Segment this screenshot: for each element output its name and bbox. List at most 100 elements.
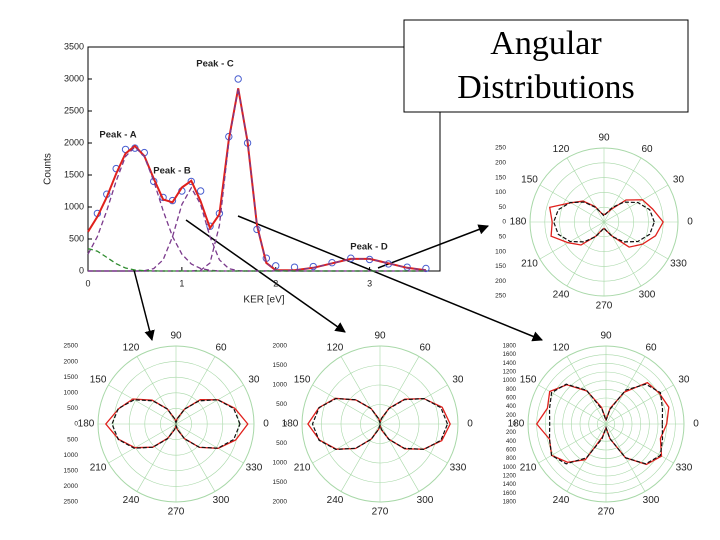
radial-tick-label: 200 bbox=[495, 278, 506, 285]
angle-tick-label: 30 bbox=[678, 375, 690, 386]
polar-chart: 0 50 50 100 100 150 150 200 200 250 250 0 30 60 90 120 1… bbox=[495, 133, 693, 312]
radial-tick-label: 1500 bbox=[64, 468, 79, 475]
angle-tick-label: 300 bbox=[417, 495, 434, 506]
angle-tick-label: 270 bbox=[168, 507, 185, 518]
angle-grid bbox=[136, 356, 177, 425]
radial-tick-label: 0 bbox=[502, 219, 506, 226]
radial-tick-label: 150 bbox=[495, 174, 506, 181]
data-point bbox=[159, 193, 167, 202]
arrow bbox=[133, 269, 155, 342]
radial-tick-label: 2000 bbox=[273, 499, 288, 506]
angle-tick-label: 90 bbox=[170, 331, 182, 342]
angle-tick-label: 330 bbox=[670, 259, 687, 270]
angle-tick-label: 240 bbox=[327, 495, 344, 506]
radial-tick-label: 0 bbox=[74, 421, 78, 428]
radial-tick-label: 200 bbox=[506, 430, 517, 436]
angle-tick-label: 270 bbox=[598, 507, 615, 518]
angle-grid bbox=[603, 184, 669, 223]
angle-tick-label: 180 bbox=[508, 419, 525, 430]
angle-tick-label: 30 bbox=[452, 375, 464, 386]
y-tick-label: 3000 bbox=[64, 73, 84, 83]
arrow bbox=[377, 224, 489, 269]
arrow bbox=[185, 219, 346, 333]
y-tick-label: 500 bbox=[69, 233, 84, 243]
angle-tick-label: 270 bbox=[372, 507, 389, 518]
radial-tick-label: 500 bbox=[67, 405, 78, 412]
x-tick-label: 2 bbox=[273, 278, 278, 288]
angle-tick-label: 60 bbox=[215, 342, 227, 353]
angle-grid bbox=[566, 221, 605, 287]
angle-grid bbox=[566, 157, 605, 223]
radial-tick-label: 1500 bbox=[64, 374, 79, 381]
radial-tick-label: 200 bbox=[495, 160, 506, 167]
radial-tick-label: 0 bbox=[283, 421, 287, 428]
radial-tick-label: 1400 bbox=[503, 361, 517, 367]
angle-grid bbox=[340, 423, 381, 492]
angle-tick-label: 210 bbox=[520, 463, 537, 474]
angle-tick-label: 30 bbox=[248, 375, 260, 386]
angle-tick-label: 0 bbox=[693, 419, 699, 430]
angle-tick-label: 90 bbox=[598, 133, 610, 144]
y-tick-label: 2000 bbox=[64, 137, 84, 147]
radial-tick-label: 1600 bbox=[503, 352, 517, 358]
polar-chart: 0200200400400600600800800100010001200120… bbox=[503, 331, 700, 518]
angle-tick-label: 120 bbox=[553, 144, 570, 155]
peak-label: Peak - A bbox=[99, 130, 136, 141]
data-point bbox=[422, 264, 430, 273]
radial-tick-label: 600 bbox=[506, 448, 517, 454]
radial-tick-label: 1600 bbox=[503, 491, 517, 497]
x-tick-label: 1 bbox=[179, 278, 184, 288]
angle-grid bbox=[539, 184, 605, 223]
radial-tick-label: 250 bbox=[495, 293, 506, 300]
angle-tick-label: 150 bbox=[521, 175, 538, 186]
fit-curve bbox=[548, 383, 664, 465]
angle-grid bbox=[175, 384, 244, 425]
angle-tick-label: 60 bbox=[641, 144, 653, 155]
angle-grid bbox=[175, 423, 244, 464]
angle-tick-label: 240 bbox=[553, 289, 570, 300]
angle-grid bbox=[108, 423, 177, 464]
radial-tick-label: 2500 bbox=[64, 343, 79, 350]
radial-tick-label: 500 bbox=[67, 436, 78, 443]
radial-tick-label: 150 bbox=[495, 263, 506, 270]
data-curve bbox=[104, 398, 249, 449]
peak-curve bbox=[87, 146, 426, 272]
angle-grid bbox=[379, 356, 420, 425]
radial-tick-label: 1500 bbox=[273, 479, 288, 486]
radial-tick-label: 1000 bbox=[64, 390, 79, 397]
y-tick-label: 1000 bbox=[64, 201, 84, 211]
angle-tick-label: 0 bbox=[263, 419, 269, 430]
angle-grid bbox=[379, 423, 448, 464]
radial-tick-label: 0 bbox=[513, 422, 517, 428]
x-tick-label: 3 bbox=[367, 278, 372, 288]
angle-tick-label: 60 bbox=[419, 342, 431, 353]
radial-tick-label: 2000 bbox=[273, 343, 288, 350]
arrows bbox=[133, 215, 543, 342]
radial-tick-label: 1200 bbox=[503, 474, 517, 480]
angle-grid bbox=[312, 423, 381, 464]
x-tick-label: 0 bbox=[85, 278, 90, 288]
radial-tick-label: 100 bbox=[495, 189, 506, 196]
data-point bbox=[234, 75, 242, 83]
angle-tick-label: 330 bbox=[246, 463, 263, 474]
angle-tick-label: 300 bbox=[643, 495, 660, 506]
angle-tick-label: 210 bbox=[294, 463, 311, 474]
angle-tick-label: 90 bbox=[600, 331, 612, 342]
radial-tick-label: 800 bbox=[506, 387, 517, 393]
plot-frame bbox=[87, 46, 441, 272]
angle-tick-label: 30 bbox=[673, 175, 685, 186]
angle-tick-label: 210 bbox=[90, 463, 107, 474]
angle-grid bbox=[539, 221, 605, 260]
angle-grid bbox=[379, 423, 420, 492]
radial-tick-label: 250 bbox=[495, 145, 506, 152]
angle-tick-label: 0 bbox=[467, 419, 473, 430]
angle-tick-label: 330 bbox=[676, 463, 693, 474]
y-tick-label: 1500 bbox=[64, 169, 84, 179]
angle-grid bbox=[175, 356, 216, 425]
angle-tick-label: 150 bbox=[520, 375, 537, 386]
data-point bbox=[187, 177, 195, 186]
radial-tick-label: 1400 bbox=[503, 482, 517, 488]
angle-grid bbox=[605, 384, 674, 425]
peak-label: Peak - B bbox=[153, 166, 191, 177]
x-axis-label: KER [eV] bbox=[243, 295, 284, 306]
